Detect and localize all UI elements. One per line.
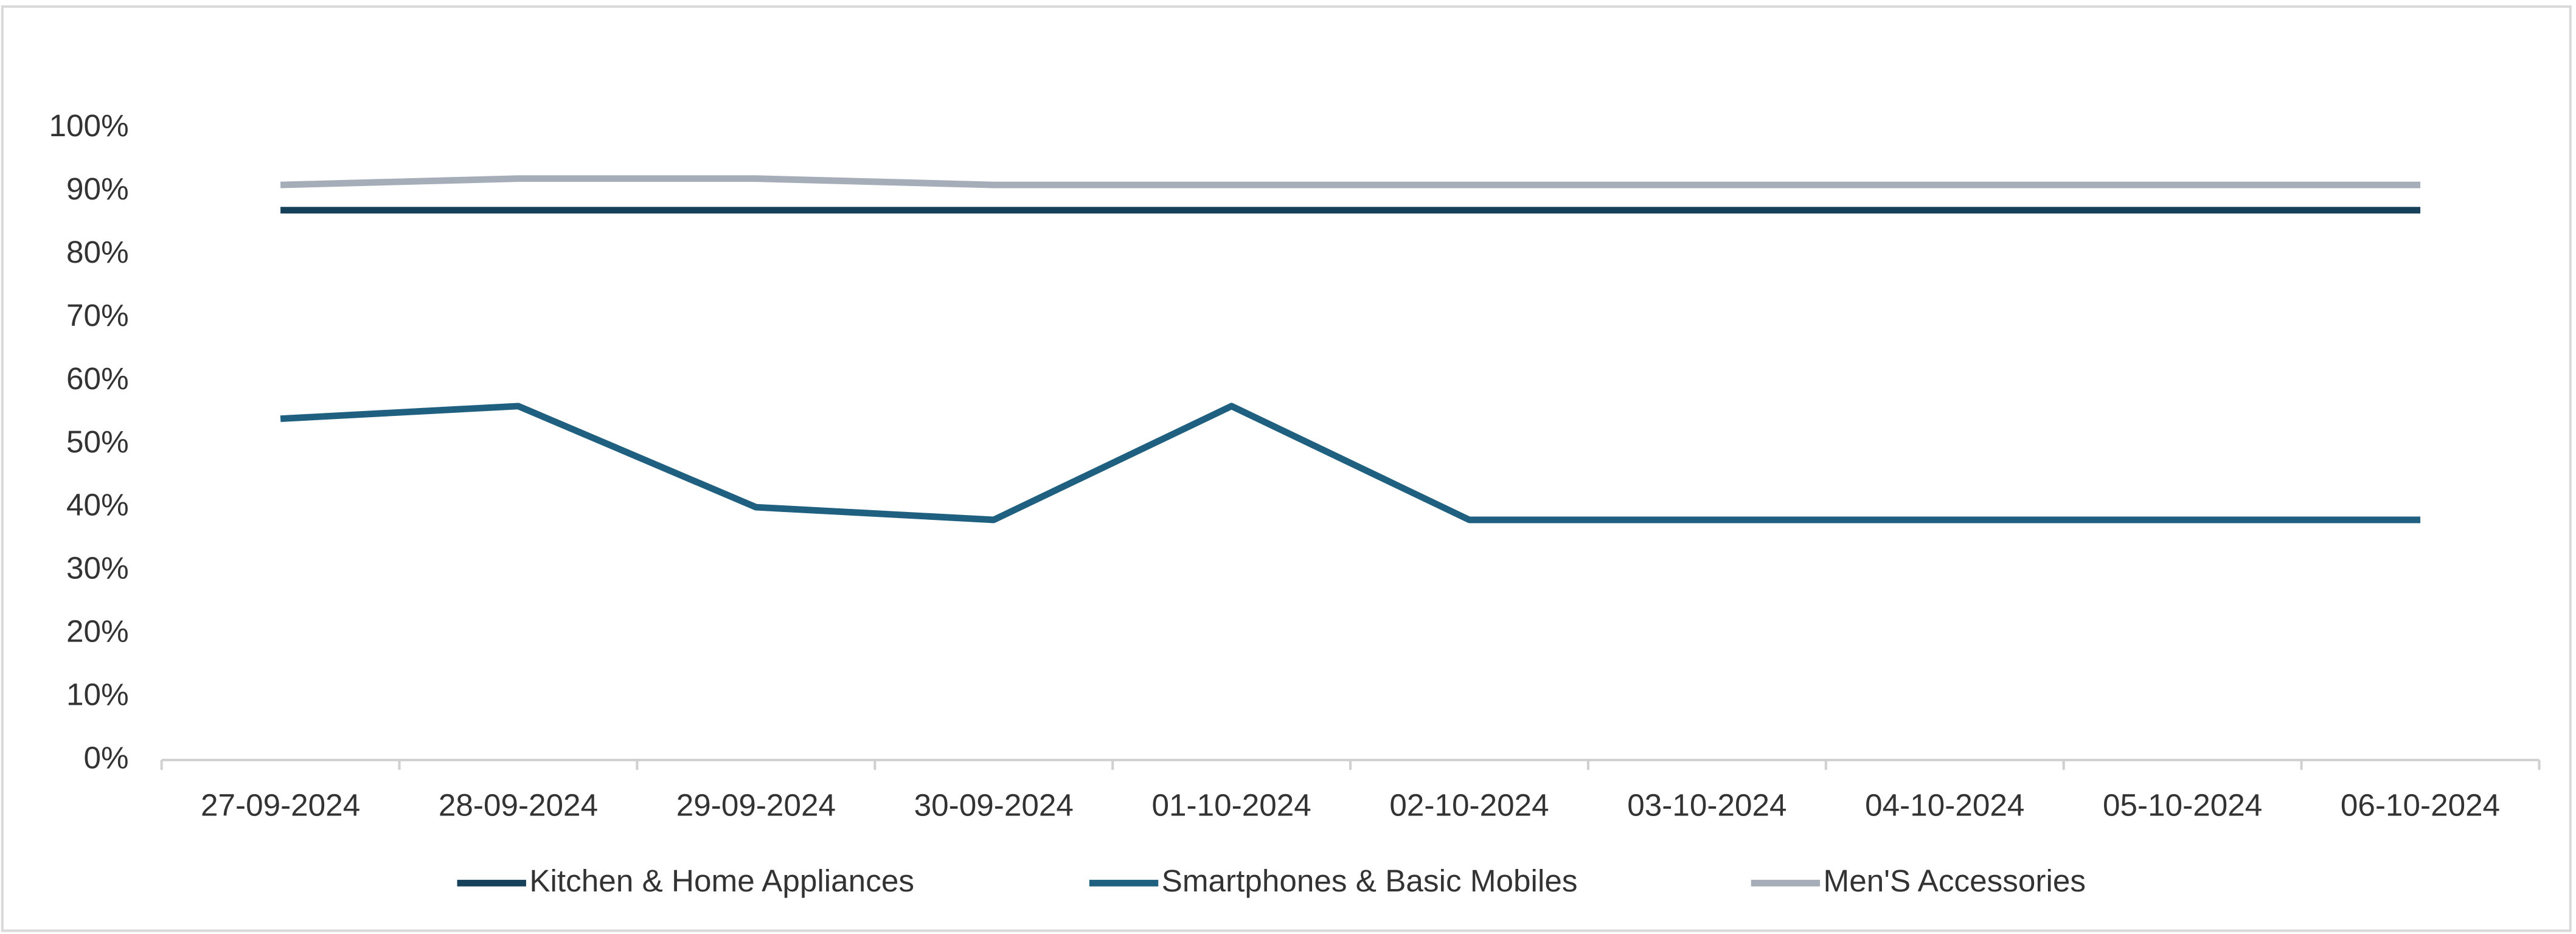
y-tick-label: 90%: [66, 171, 129, 206]
x-tick-label: 29-09-2024: [676, 788, 836, 823]
line-series: [280, 175, 2421, 189]
x-tick-label: 04-10-2024: [1865, 788, 2024, 823]
x-tick-label: 05-10-2024: [2103, 788, 2262, 823]
x-tick-label: 02-10-2024: [1389, 788, 1549, 823]
y-tick-label: 20%: [66, 614, 129, 649]
chart-border: [1, 5, 2572, 932]
line-series: [280, 403, 2421, 524]
y-tick-label: 40%: [66, 488, 129, 522]
x-tick-label: 03-10-2024: [1627, 788, 1786, 823]
y-tick-label: 30%: [66, 551, 129, 586]
x-tick-label: 30-09-2024: [914, 788, 1074, 823]
x-tick-label: 01-10-2024: [1152, 788, 1311, 823]
x-tick-label: 28-09-2024: [439, 788, 598, 823]
legend-label: Men'S Accessories: [1824, 863, 2086, 898]
y-tick-label: 70%: [66, 298, 129, 333]
y-tick-label: 10%: [66, 677, 129, 711]
x-tick-label: 27-09-2024: [201, 788, 360, 823]
y-tick-label: 80%: [66, 235, 129, 269]
legend-label: Smartphones & Basic Mobiles: [1162, 863, 1578, 898]
y-tick-label: 100%: [49, 108, 129, 143]
y-tick-label: 60%: [66, 361, 129, 396]
y-tick-label: 0%: [84, 740, 129, 775]
legend-label: Kitchen & Home Appliances: [529, 863, 914, 898]
y-tick-label: 50%: [66, 424, 129, 459]
x-tick-label: 06-10-2024: [2341, 788, 2500, 823]
